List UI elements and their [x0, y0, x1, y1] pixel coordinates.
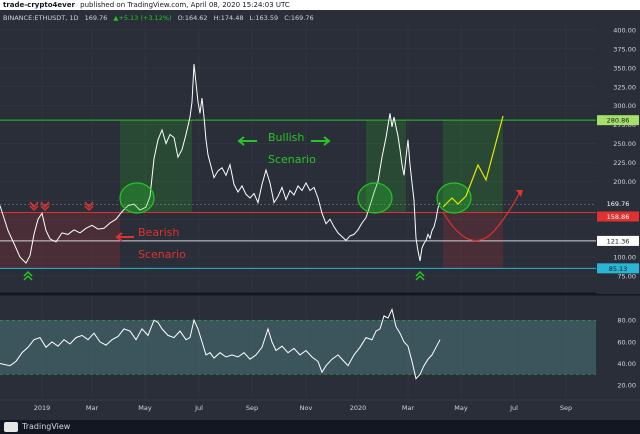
bullish-zone-1	[120, 120, 192, 213]
sell-marker-3	[84, 201, 94, 209]
bearish-left-arrow	[115, 232, 134, 242]
bearish-label-line1: Bearish	[138, 226, 179, 239]
current-tag-bg	[597, 198, 639, 209]
drawings	[23, 115, 523, 281]
bullish-label-line2: Scenario	[268, 153, 316, 166]
time-tick-label-0: 2019	[34, 404, 51, 412]
bullish-projection-line	[442, 115, 504, 208]
time-tick-label-4: Sep	[246, 404, 258, 412]
rsi-pane	[0, 307, 596, 380]
current-tag-label: 169.76	[607, 200, 630, 208]
highlight-circle-2	[357, 182, 393, 214]
time-tick-label-6: 2020	[350, 404, 367, 412]
chart-canvas[interactable]: BINANCE:ETHUSDT, 1D 169.76 ▲+5.13 (+3.12…	[0, 10, 640, 420]
author-name[interactable]: trade-crypto4ever	[3, 1, 75, 9]
price-tick-label-0: 75.00	[617, 273, 636, 281]
footer: TradingView	[0, 420, 640, 434]
open-price: O:164.62	[178, 14, 208, 22]
time-tick-label-1: Mar	[86, 404, 99, 412]
sell-marker-1	[29, 201, 39, 209]
tradingview-logo-icon	[4, 422, 18, 432]
buy-marker-inner-1	[23, 274, 33, 281]
rsi-line	[0, 307, 441, 380]
bullish-right-arrow	[311, 136, 331, 146]
rsi-tick-label-1: 40.00	[617, 360, 636, 368]
bullish-left-arrow	[237, 136, 257, 146]
lower-tag-bg	[597, 263, 639, 274]
bullish-zone-3	[443, 120, 503, 213]
price-change: ▲+5.13 (+3.12%)	[113, 14, 171, 22]
white-level-tag-label: 121.36	[607, 237, 630, 245]
symbol-label: BINANCE:ETHUSDT, 1D	[3, 14, 78, 22]
price-levels	[0, 119, 596, 269]
price-axis[interactable]: 75.00100.00125.00150.00175.00200.00225.0…	[596, 22, 640, 406]
rsi-band	[0, 320, 596, 375]
price-series	[0, 64, 441, 264]
red-level-tag-bg	[597, 211, 639, 222]
upper-tag-label: 280.86	[607, 117, 630, 125]
publish-info: published on TradingView.com, April 08, …	[80, 1, 290, 9]
buy-marker-inner-2	[415, 274, 425, 281]
buy-marker-2	[415, 270, 425, 277]
highlight-circle-1	[119, 182, 155, 214]
white-level-tag-bg	[597, 235, 639, 246]
zones	[0, 120, 503, 269]
buy-marker-1	[23, 270, 33, 277]
price-tick-label-9: 300.00	[613, 102, 636, 110]
price-axis-bg	[596, 22, 640, 294]
price-tick-label-12: 375.00	[613, 45, 636, 53]
lower-tag-label: 85.13	[609, 265, 628, 273]
red-level-tag-label: 158.86	[607, 213, 630, 221]
bullish-label-line1: Bullish	[268, 131, 304, 144]
bearish-label-line2: Scenario	[138, 248, 186, 261]
close-price: C:169.76	[284, 14, 313, 22]
time-tick-label-3: Jul	[194, 404, 203, 412]
price-tick-label-10: 325.00	[613, 83, 636, 91]
price-tick-label-11: 350.00	[613, 64, 636, 72]
high-price: H:174.48	[214, 14, 244, 22]
price-tick-label-1: 100.00	[613, 254, 636, 262]
rsi-tick-label-3: 80.00	[617, 317, 636, 325]
time-axis[interactable]: 2019 Mar May Jul Sep Nov 2020 Mar May Jul Sep	[0, 399, 640, 420]
rsi-tick-label-0: 20.00	[617, 382, 636, 390]
time-tick-label-10: Sep	[560, 404, 572, 412]
chart-header: trade-crypto4ever published on TradingVi…	[0, 0, 640, 10]
bearish-projection-curve	[442, 191, 521, 242]
time-tick-label-7: Mar	[402, 404, 415, 412]
chart-background	[0, 10, 640, 420]
price-tick-label-5: 200.00	[613, 178, 636, 186]
ohlc-legend: BINANCE:ETHUSDT, 1D 169.76 ▲+5.13 (+3.12…	[3, 14, 314, 22]
price-tick-label-13: 400.00	[613, 27, 636, 35]
annotations: Bullish Scenario Bearish Scenario	[115, 131, 331, 261]
sell-marker-inner-3	[84, 205, 94, 212]
price-line	[0, 64, 441, 264]
time-tick-label-2: May	[138, 404, 152, 412]
time-tick-label-8: May	[454, 404, 468, 412]
rsi-axis-bg	[596, 296, 640, 406]
time-axis-bg	[0, 400, 640, 420]
price-tick-label-6: 225.00	[613, 159, 636, 167]
rsi-tick-label-2: 60.00	[617, 338, 636, 346]
time-tick-label-5: Nov	[300, 404, 313, 412]
low-price: L:163.59	[250, 14, 279, 22]
brand-label: TradingView	[22, 422, 71, 431]
price-tick-label-7: 250.00	[613, 140, 636, 148]
sell-marker-2	[40, 201, 50, 209]
grid	[0, 22, 640, 410]
upper-tag-bg	[597, 115, 639, 126]
sell-marker-inner-1	[29, 205, 39, 212]
sell-marker-inner-2	[40, 205, 50, 212]
last-price: 169.76	[85, 14, 108, 22]
bearish-projection-arrowhead	[516, 190, 523, 197]
highlight-circle-3	[436, 182, 472, 214]
time-tick-label-9: Jul	[509, 404, 518, 412]
